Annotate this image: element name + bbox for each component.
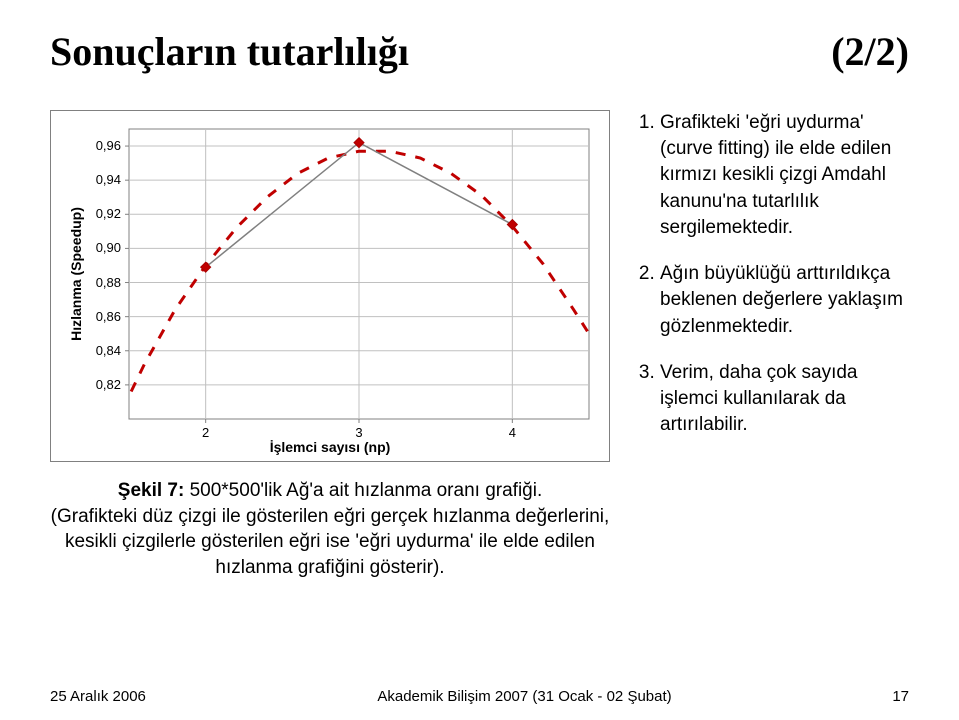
footer-page-number: 17	[849, 688, 909, 705]
ytick-label: 0,88	[81, 275, 121, 290]
ytick-label: 0,92	[81, 206, 121, 221]
x-axis-label: İşlemci sayısı (np)	[51, 439, 609, 455]
ytick-label: 0,86	[81, 309, 121, 324]
bullet-list: Grafikteki 'eğri uydurma' (curve fitting…	[638, 110, 919, 438]
title-row: Sonuçların tutarlılığı (2/2)	[50, 28, 909, 75]
bullet-2: Ağın büyüklüğü arttırıldıkça beklenen de…	[660, 261, 919, 340]
bullet-3: Verim, daha çok sayıda işlemci kullanıla…	[660, 360, 919, 439]
y-axis-label: Hızlanma (Speedup)	[68, 207, 84, 341]
slide: Sonuçların tutarlılığı (2/2) 0,820,840,8…	[0, 0, 959, 720]
caption-paren: (Grafikteki düz çizgi ile gösterilen eğr…	[51, 506, 610, 578]
ytick-label: 0,94	[81, 172, 121, 187]
ytick-label: 0,90	[81, 240, 121, 255]
caption-line1: 500*500'lik Ağ'a ait hızlanma oranı graf…	[184, 480, 542, 501]
xtick-label: 3	[344, 425, 374, 440]
caption-label: Şekil 7:	[118, 480, 185, 501]
slide-title: Sonuçların tutarlılığı	[50, 28, 409, 75]
footer: 25 Aralık 2006 Akademik Bilişim 2007 (31…	[50, 688, 909, 705]
ytick-label: 0,82	[81, 377, 121, 392]
speedup-chart: 0,82 0,84 0,86 0,88 0,90 0,92 0,94 0,96 2 3 4 Hızla…	[50, 110, 610, 462]
footer-event: Akademik Bilişim 2007 (31 Ocak - 02 Şuba…	[200, 688, 849, 705]
ytick-label: 0,96	[81, 138, 121, 153]
xtick-label: 2	[191, 425, 221, 440]
footer-date: 25 Aralık 2006	[50, 688, 200, 705]
bullet-1: Grafikteki 'eğri uydurma' (curve fitting…	[660, 110, 919, 241]
figure-caption: Şekil 7: 500*500'lik Ağ'a ait hızlanma o…	[50, 478, 610, 581]
right-column: Grafikteki 'eğri uydurma' (curve fitting…	[638, 110, 919, 581]
ytick-label: 0,84	[81, 343, 121, 358]
xtick-label: 4	[497, 425, 527, 440]
content-row: 0,82 0,84 0,86 0,88 0,90 0,92 0,94 0,96 2 3 4 Hızla…	[50, 110, 919, 581]
slide-page-label: (2/2)	[831, 28, 909, 75]
left-column: 0,82 0,84 0,86 0,88 0,90 0,92 0,94 0,96 2 3 4 Hızla…	[50, 110, 610, 581]
